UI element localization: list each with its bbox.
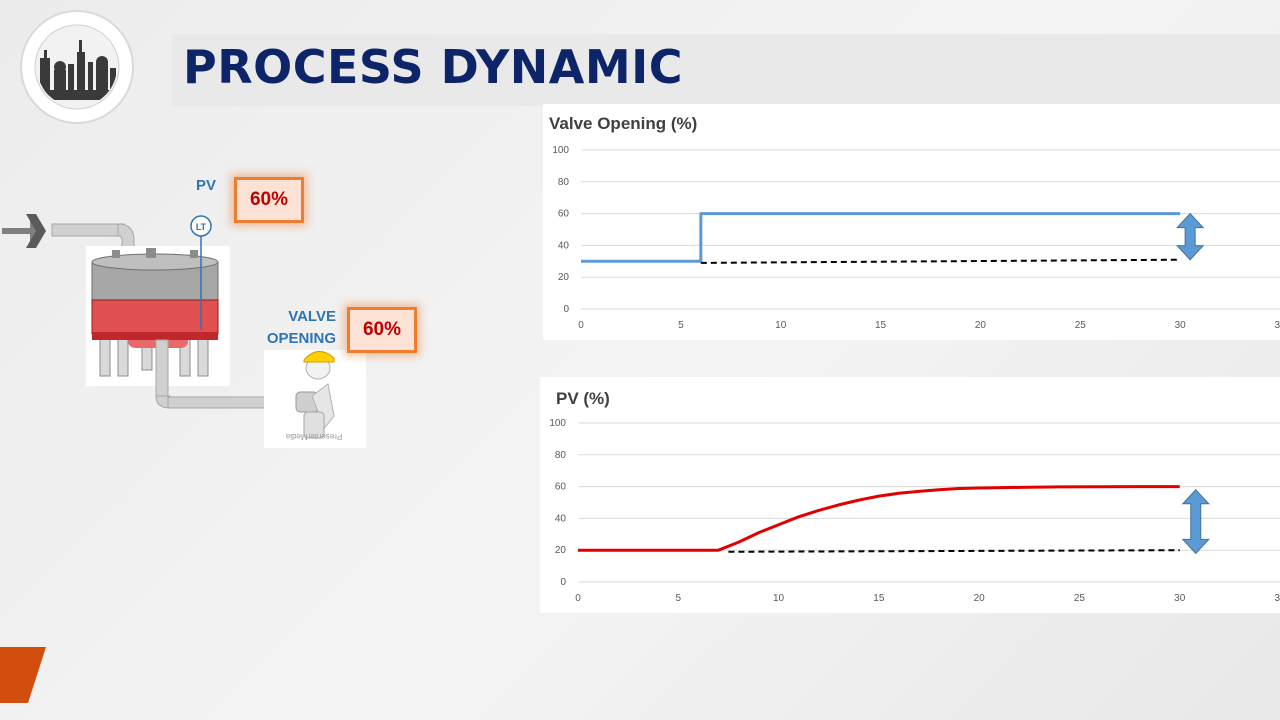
x-tick-label: 35 [1274, 593, 1280, 604]
valve-value: 60% [362, 319, 402, 340]
x-tick-label: 0 [578, 320, 584, 331]
series-line [578, 485, 1180, 552]
y-tick-label: 0 [563, 304, 569, 315]
x-tick-label: 5 [676, 593, 682, 604]
series-line [581, 212, 1181, 263]
x-tick-label: 0 [575, 593, 581, 604]
double-arrow-icon [1181, 489, 1210, 555]
valve-opening-chart: Valve Opening (%) 0 20 40 60 80 100 0 5 10 15 20 25… [543, 104, 1280, 340]
x-tick-label: 10 [775, 320, 787, 331]
x-tick-label: 15 [875, 320, 887, 331]
title-bar [172, 34, 1280, 106]
level-transmitter-icon [190, 215, 212, 330]
page-title: PROCESS DYNAMIC [183, 40, 684, 94]
x-tick-label: 35 [1274, 320, 1280, 331]
inlet-pipe [51, 223, 135, 253]
company-logo [22, 12, 132, 122]
y-tick-label: 40 [555, 513, 567, 524]
x-tick-label: 20 [975, 320, 987, 331]
valve-operator-figure-icon [295, 351, 335, 439]
y-tick-label: 100 [552, 145, 569, 156]
chart-title: PV (%) [556, 389, 610, 408]
x-tick-label: 15 [873, 593, 885, 604]
pv-value-box: 60% [234, 177, 304, 223]
process-diagram: LT PresenterMedia [2, 214, 366, 448]
chart-title: Valve Opening (%) [549, 114, 698, 133]
y-tick-label: 60 [558, 209, 570, 220]
y-tick-label: 80 [558, 177, 570, 188]
pv-chart: PV (%) 0 20 40 60 80 100 0 5 10 15 20 25 30 35 [540, 377, 1280, 613]
y-tick-label: 20 [555, 545, 567, 556]
storage-tank [91, 248, 219, 377]
y-tick-label: 80 [555, 450, 567, 461]
x-tick-label: 25 [1074, 593, 1086, 604]
x-tick-label: 30 [1175, 320, 1187, 331]
y-tick-label: 100 [549, 418, 566, 429]
inlet-arrow-icon [2, 214, 46, 248]
y-tick-label: 60 [555, 482, 567, 493]
baseline-dashed-line [728, 549, 1180, 553]
y-tick-label: 20 [558, 272, 570, 283]
baseline-dashed-line [700, 258, 1181, 264]
x-tick-label: 10 [773, 593, 785, 604]
pv-plot: 0 20 40 60 80 100 0 5 10 15 20 25 30 35 [549, 418, 1280, 604]
valve-value-box: 60% [347, 307, 417, 353]
transmitter-tag: LT [196, 222, 207, 232]
x-tick-label: 5 [678, 320, 684, 331]
pv-label: PV [196, 177, 217, 194]
y-tick-label: 40 [558, 240, 570, 251]
accent-shape [0, 647, 46, 703]
pv-value: 60% [249, 189, 289, 210]
valve-label-line2: OPENING [266, 330, 336, 347]
y-tick-label: 0 [560, 577, 566, 588]
valve-label-line1: VALVE [288, 308, 336, 325]
x-tick-label: 25 [1075, 320, 1087, 331]
valve-opening-plot: 0 20 40 60 80 100 0 5 10 15 20 25 30 35 [552, 145, 1280, 331]
x-tick-label: 30 [1174, 593, 1186, 604]
x-tick-label: 20 [974, 593, 986, 604]
watermark-text: PresenterMedia [285, 432, 342, 441]
valve-opening-label: VALVE OPENING [252, 306, 336, 350]
double-arrow-icon [1175, 212, 1205, 261]
